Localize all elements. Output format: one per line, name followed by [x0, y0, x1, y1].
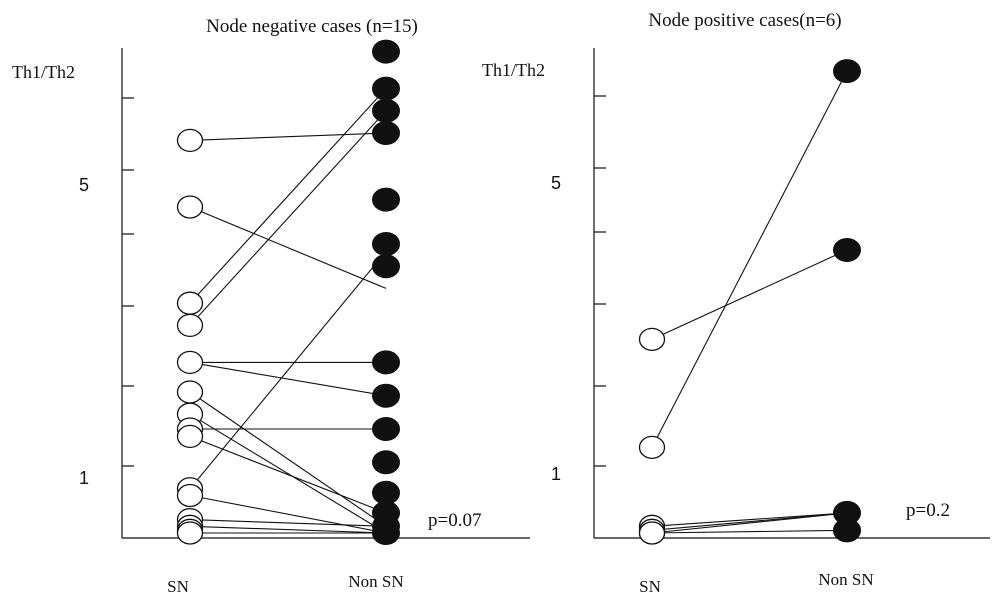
pair-line — [189, 132, 387, 141]
non-sn-points — [372, 39, 400, 545]
y-tick-label-5: 5 — [79, 175, 89, 195]
pair-line — [189, 88, 387, 304]
sn-point — [176, 291, 204, 315]
pair-line — [189, 413, 387, 534]
pair-line — [189, 494, 387, 534]
pair-line — [189, 110, 387, 326]
x-category-label-non-sn: Non SN — [818, 570, 873, 589]
sn-point — [176, 195, 204, 219]
non-sn-point — [372, 521, 400, 545]
panel-node-positive: Node positive cases(n=6) Th1/Th2 5 1 SN … — [482, 10, 990, 596]
non-sn-point — [372, 450, 400, 475]
y-axis-label: Th1/Th2 — [482, 60, 545, 80]
non-sn-point — [372, 76, 400, 101]
x-category-label-non-sn: Non SN — [348, 572, 403, 591]
non-sn-point — [372, 187, 400, 212]
non-sn-point — [833, 59, 861, 84]
pair-line — [189, 525, 387, 534]
non-sn-points — [833, 59, 861, 543]
x-category-label-sn: SN — [167, 577, 189, 596]
sn-point — [638, 327, 666, 352]
pair-line — [189, 206, 387, 289]
non-sn-point — [372, 98, 400, 123]
sn-points — [638, 327, 666, 545]
y-tick-label-5: 5 — [551, 173, 561, 193]
pair-line — [189, 519, 387, 527]
sn-point — [176, 483, 204, 508]
panel-node-negative: Node negative cases (n=15) Th1/Th2 5 1 S… — [12, 16, 530, 596]
sn-point — [638, 435, 666, 460]
pair-line — [651, 70, 848, 448]
connector-lines — [651, 70, 848, 534]
non-sn-point — [372, 350, 400, 375]
non-sn-point — [372, 254, 400, 279]
y-tick-label-1: 1 — [79, 468, 89, 488]
non-sn-point — [372, 121, 400, 145]
sn-point — [176, 313, 204, 338]
p-value-annotation: p=0.2 — [906, 500, 950, 521]
pair-line — [189, 361, 387, 397]
non-sn-point — [833, 518, 861, 543]
sn-point — [176, 128, 204, 153]
pair-line — [189, 391, 387, 527]
non-sn-point — [372, 39, 400, 64]
pair-line — [651, 529, 848, 534]
p-value-annotation: p=0.07 — [428, 510, 481, 531]
sn-point — [176, 521, 204, 545]
x-category-label-sn: SN — [639, 577, 661, 596]
y-axis — [593, 48, 606, 538]
non-sn-point — [372, 480, 400, 505]
y-axis-label: Th1/Th2 — [12, 62, 75, 82]
pair-line — [651, 249, 848, 340]
pair-line — [189, 251, 387, 490]
sn-points — [176, 128, 204, 545]
sn-point — [176, 424, 204, 449]
sn-point — [176, 380, 204, 404]
non-sn-point — [372, 417, 400, 441]
non-sn-point — [833, 237, 861, 262]
y-tick-label-1: 1 — [551, 464, 561, 484]
sn-point — [176, 350, 204, 375]
sn-point — [638, 521, 666, 545]
chart-title: Node positive cases(n=6) — [648, 10, 841, 31]
pair-line — [651, 512, 848, 534]
pair-line — [651, 512, 848, 527]
connector-lines — [189, 88, 387, 534]
y-axis — [121, 48, 134, 538]
non-sn-point — [372, 232, 400, 256]
non-sn-point — [372, 383, 400, 408]
chart-title: Node negative cases (n=15) — [206, 16, 418, 37]
